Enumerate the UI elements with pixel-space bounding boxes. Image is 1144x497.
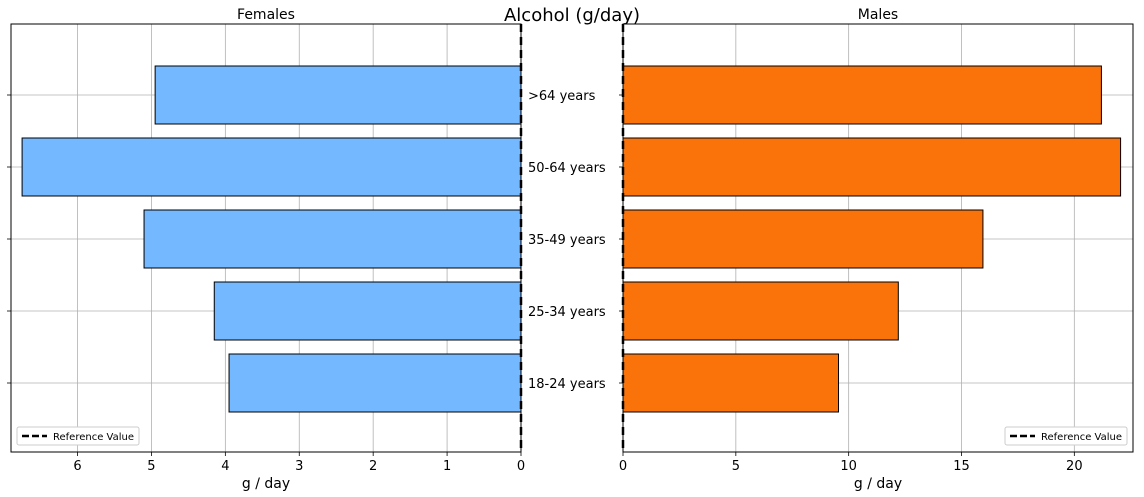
females-bar-18-24-years [228,353,522,413]
females-bar-50-64-years [21,137,522,197]
females-bar--64-years [154,65,522,125]
males-bar--64-years [622,65,1102,125]
females-tick-label: 6 [73,459,81,474]
category-label: 50-64 years [528,161,606,176]
females-tick-label: 4 [221,459,229,474]
males-bar-35-49-years [622,209,984,269]
males-x-axis-label: g / day [854,476,902,492]
females-legend-label: Reference Value [53,432,134,443]
females-tick-label: 3 [295,459,303,474]
category-label: 18-24 years [528,377,606,392]
category-label: >64 years [528,89,596,104]
males-bar-25-34-years [622,281,899,341]
females-tick-label: 0 [517,459,525,474]
females-tick-label: 5 [147,459,155,474]
females-legend: Reference Value [16,426,140,446]
males-tick-label: 5 [732,459,740,474]
males-bar-50-64-years [622,137,1122,197]
females-tick-label: 1 [443,459,451,474]
males-bar-18-24-years [622,353,840,413]
females-bar-25-34-years [213,281,522,341]
category-labels: 18-24 years 25-34 years 35-49 years 50-64 y… [528,89,606,392]
chart-title: Alcohol (g/day) [504,5,640,26]
females-panel: 6 5 4 3 2 1 0 Females g / day Reference Value [7,7,525,492]
males-tick-label: 0 [619,459,627,474]
females-panel-title: Females [237,7,295,23]
females-axes-frame [10,23,522,453]
females-tick-label: 2 [369,459,377,474]
males-tick-label: 10 [840,459,857,474]
males-panel: 0 5 10 15 20 Males g / day Reference Value [619,7,1134,492]
category-label: 35-49 years [528,233,606,248]
males-axes-frame [622,23,1134,453]
females-legend-box [16,426,140,446]
males-legend-label: Reference Value [1041,432,1122,443]
males-tick-label: 15 [953,459,970,474]
females-x-axis-label: g / day [242,476,290,492]
females-bar-35-49-years [143,209,522,269]
males-legend-box [1004,426,1128,446]
males-tick-label: 20 [1066,459,1083,474]
males-panel-title: Males [858,7,898,23]
males-legend: Reference Value [1004,426,1128,446]
category-label: 25-34 years [528,305,606,320]
